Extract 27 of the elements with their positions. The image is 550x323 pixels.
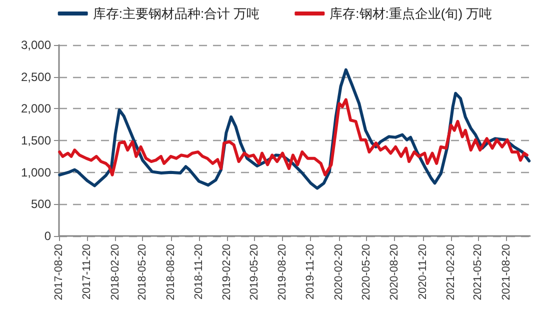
- x-tick-label: 2018-02-20: [109, 244, 122, 300]
- legend-label: 库存:主要钢材品种:合计 万吨: [92, 6, 260, 21]
- x-tick-label: 2019-05-20: [248, 244, 260, 300]
- x-tick-label: 2018-11-20: [192, 244, 205, 300]
- x-tick-label: 2017-08-20: [53, 244, 65, 300]
- x-tick-label: 2019-08-20: [276, 244, 289, 300]
- x-tick-label: 2020-11-20: [416, 244, 429, 300]
- y-tick-label: 2,000: [20, 102, 52, 116]
- x-tick-label: 2017-11-20: [81, 244, 94, 300]
- x-tick-label: 2020-08-20: [388, 244, 401, 300]
- x-tick-label: 2021-02-20: [444, 244, 457, 300]
- x-tick-label: 2021-08-20: [500, 244, 512, 300]
- x-tick-label: 2018-05-20: [136, 244, 149, 300]
- y-tick-label: 2,500: [20, 70, 52, 84]
- y-tick-label: 500: [30, 197, 52, 212]
- x-tick-label: 2020-05-20: [360, 244, 372, 300]
- y-tick-label: 1,500: [20, 134, 52, 148]
- x-tick-label: 2019-11-20: [304, 244, 317, 300]
- line-series: [58, 98, 528, 176]
- x-tick-label: 2018-08-20: [164, 244, 177, 300]
- x-tick-label: 2019-02-20: [221, 244, 234, 300]
- legend-label: 库存:钢材:重点企业(旬) 万吨: [330, 6, 492, 21]
- y-tick-label: 1,000: [20, 165, 52, 180]
- y-tick-label: 3,000: [20, 38, 52, 52]
- x-tick-label: 2021-05-20: [472, 244, 484, 300]
- x-tick-label: 2020-02-20: [332, 244, 345, 300]
- y-tick-label: 0: [44, 229, 52, 243]
